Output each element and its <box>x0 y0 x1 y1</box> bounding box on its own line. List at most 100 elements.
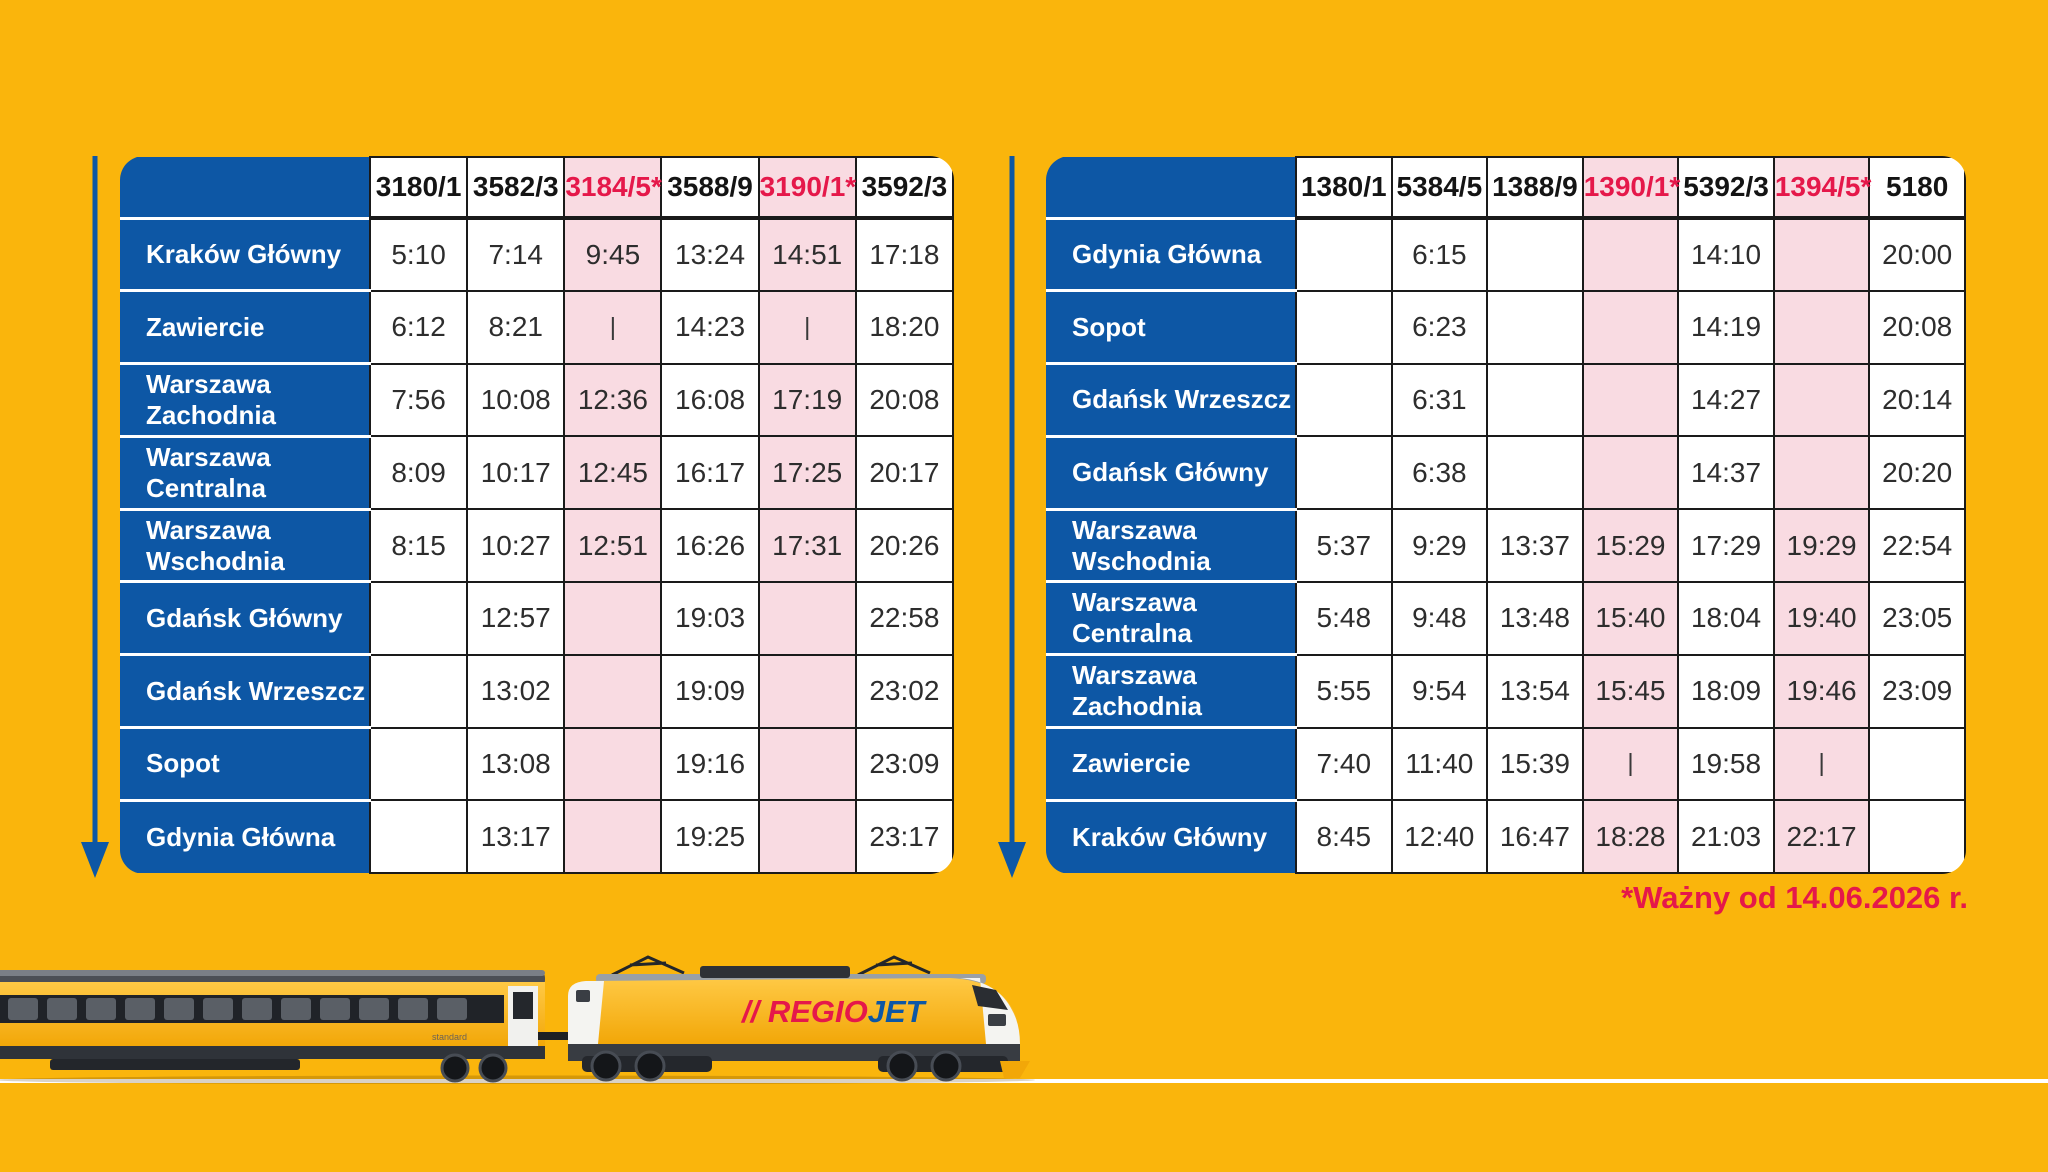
station-cell: Warszawa Zachodnia <box>1046 654 1296 730</box>
passenger-car: standard <box>0 970 545 1083</box>
header-row: 1380/1 5384/5 1388/9 1390/1* 5392/3 1394/5* 51… <box>1046 156 1966 220</box>
car-windows <box>8 998 467 1020</box>
time-cell: 10:08 <box>466 362 566 438</box>
time-cell <box>1295 289 1393 365</box>
train-number-header: 5392/3 <box>1677 156 1775 220</box>
time-cell: 15:29 <box>1581 508 1680 583</box>
time-cell: 23:17 <box>854 799 954 875</box>
timetable-row: Gdańsk Główny 12:57 19:03 22:58 <box>120 580 954 657</box>
time-cell <box>1772 217 1871 292</box>
time-cell: 20:14 <box>1868 362 1966 438</box>
time-cell: 19:29 <box>1772 508 1871 583</box>
timetable-row: Warszawa Zachodnia 5:55 9:54 13:54 15:45 18:0… <box>1046 653 1966 730</box>
time-cell: 5:55 <box>1295 653 1393 729</box>
timetable-row: Gdynia Główna 13:17 19:25 23:17 <box>120 799 954 875</box>
time-cell: 17:25 <box>757 435 857 511</box>
loco-wheel <box>590 1050 622 1082</box>
time-cell: 16:17 <box>660 435 760 511</box>
header-row: 3180/1 3582/3 3184/5* 3588/9 3190/1* 3592/3 <box>120 156 954 220</box>
time-cell <box>563 653 663 729</box>
time-cell: 20:26 <box>854 508 954 583</box>
time-cell <box>1581 362 1680 438</box>
time-cell: | <box>1772 726 1871 802</box>
time-cell: 17:19 <box>757 362 857 438</box>
time-cell: 12:57 <box>466 580 566 656</box>
timetable-table: 1380/1 5384/5 1388/9 1390/1* 5392/3 1394/5* 51… <box>1046 156 1966 875</box>
validity-footnote: *Ważny od 14.06.2026 r. <box>1621 880 1968 915</box>
train-number-header: 3592/3 <box>854 156 954 220</box>
time-cell: 19:09 <box>660 653 760 729</box>
time-cell: 20:17 <box>854 435 954 511</box>
timetable-row: Zawiercie 7:40 11:40 15:39 | 19:58 | <box>1046 726 1966 802</box>
time-cell: 12:40 <box>1390 799 1489 875</box>
time-cell: 17:18 <box>854 217 954 292</box>
time-cell <box>1486 289 1584 365</box>
train-illustration: standard // REGIOJET <box>0 955 1035 1084</box>
station-cell: Zawiercie <box>120 290 370 366</box>
time-cell: 16:26 <box>660 508 760 583</box>
time-cell: 22:54 <box>1868 508 1966 583</box>
time-cell <box>1486 362 1584 438</box>
station-cell: Warszawa Wschodnia <box>120 509 370 584</box>
time-cell: 18:04 <box>1677 580 1775 656</box>
time-cell: 15:40 <box>1581 580 1680 656</box>
time-cell: 14:37 <box>1677 435 1775 511</box>
logo-slashes: // <box>740 994 763 1029</box>
car-wheel <box>440 1053 470 1083</box>
timetable-row: Warszawa Wschodnia 5:37 9:29 13:37 15:29 17:2… <box>1046 508 1966 584</box>
time-cell: 20:20 <box>1868 435 1966 511</box>
time-cell: 12:36 <box>563 362 663 438</box>
car-class-label: standard <box>432 1032 467 1042</box>
time-cell: 15:39 <box>1486 726 1584 802</box>
time-cell: | <box>1581 726 1680 802</box>
train-number-header: 3588/9 <box>660 156 760 220</box>
station-cell: Gdańsk Wrzeszcz <box>1046 363 1296 438</box>
time-cell <box>1772 362 1871 438</box>
station-cell: Gdańsk Wrzeszcz <box>120 654 370 730</box>
time-cell: 13:17 <box>466 799 566 875</box>
time-cell: 19:58 <box>1677 726 1775 802</box>
timetable-row: Warszawa Zachodnia 7:56 10:08 12:36 16:08 17:… <box>120 362 954 438</box>
timetable-row: Gdańsk Wrzeszcz 13:02 19:09 23:02 <box>120 653 954 730</box>
train-number-header: 3582/3 <box>466 156 566 220</box>
time-cell: 15:45 <box>1581 653 1680 729</box>
time-cell: 22:17 <box>1772 799 1871 875</box>
time-cell: 6:15 <box>1390 217 1489 292</box>
time-cell: 9:48 <box>1390 580 1489 656</box>
train-number-header: 3190/1* <box>757 156 857 220</box>
station-cell: Warszawa Wschodnia <box>1046 509 1296 584</box>
time-cell: 6:31 <box>1390 362 1489 438</box>
loco-wheel <box>886 1050 918 1082</box>
time-cell: 14:51 <box>757 217 857 292</box>
time-cell: 14:10 <box>1677 217 1775 292</box>
time-cell <box>1486 217 1584 292</box>
time-cell: 18:20 <box>854 289 954 365</box>
timetable-row: Gdynia Główna 6:15 14:10 20:00 <box>1046 217 1966 293</box>
time-cell: 17:31 <box>757 508 857 583</box>
time-cell: | <box>563 289 663 365</box>
time-cell: 6:38 <box>1390 435 1489 511</box>
time-cell: 20:08 <box>854 362 954 438</box>
coupling <box>538 1032 570 1040</box>
time-cell: 18:09 <box>1677 653 1775 729</box>
train-number-header: 3184/5* <box>563 156 663 220</box>
loco-wheel <box>634 1050 666 1082</box>
time-cell: 7:56 <box>368 362 469 438</box>
time-cell: 5:48 <box>1295 580 1393 656</box>
time-cell: 6:23 <box>1390 289 1489 365</box>
table-corner-cell <box>120 157 370 220</box>
time-cell: 13:02 <box>466 653 566 729</box>
timetable-row: Zawiercie 6:12 8:21 | 14:23 | 18:20 <box>120 289 954 366</box>
station-cell: Warszawa Zachodnia <box>120 363 370 438</box>
time-cell: 20:00 <box>1868 217 1966 292</box>
time-cell <box>1868 726 1966 802</box>
time-cell: 23:02 <box>854 653 954 729</box>
time-cell: 12:45 <box>563 435 663 511</box>
time-cell <box>1295 217 1393 292</box>
time-cell: 8:45 <box>1295 799 1393 875</box>
time-cell: 7:14 <box>466 217 566 292</box>
front-plow <box>1000 1061 1030 1078</box>
time-cell: 14:19 <box>1677 289 1775 365</box>
timetable-gdynia-to-krakow: 1380/1 5384/5 1388/9 1390/1* 5392/3 1394/5* 51… <box>1046 156 1966 875</box>
